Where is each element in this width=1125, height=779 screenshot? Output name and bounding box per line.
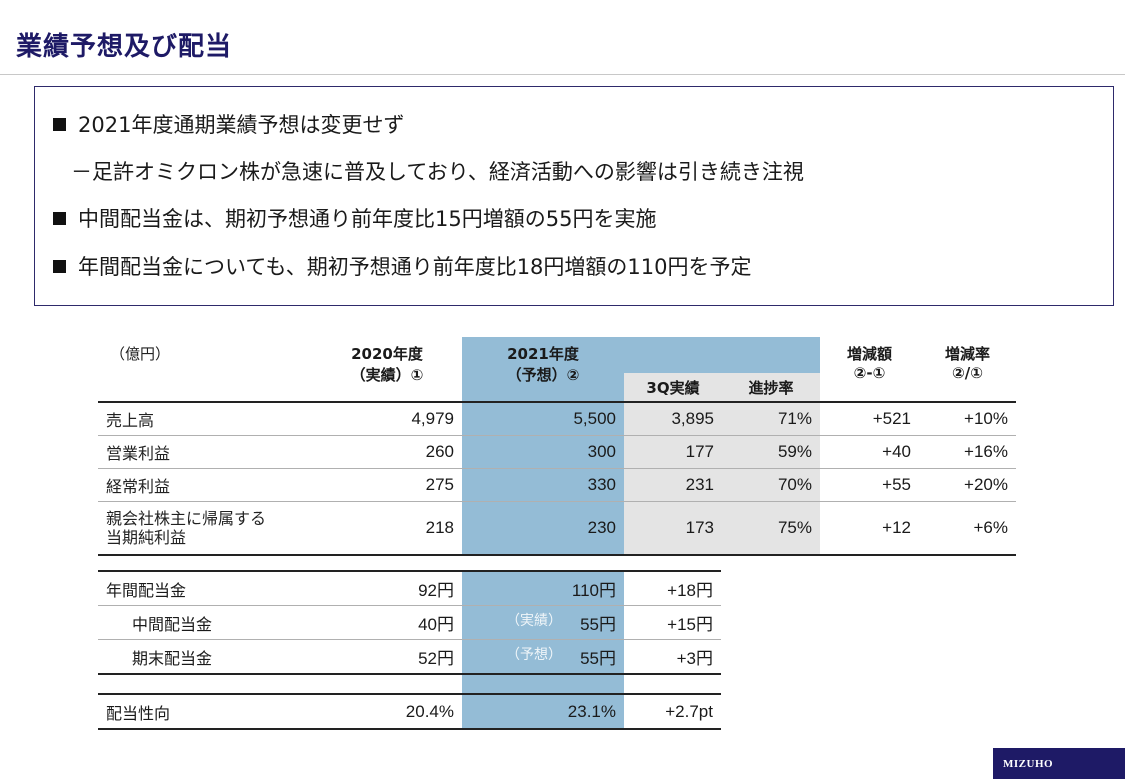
- unit-label: （億円）: [110, 345, 171, 363]
- row-label: 経常利益: [98, 468, 312, 502]
- square-bullet-icon: [53, 259, 66, 273]
- cell-fy2020: 52円: [312, 639, 462, 675]
- cell-fy2020: 275: [312, 468, 462, 502]
- cell-diff: +3円: [624, 639, 721, 675]
- table-row: 中間配当金 40円 （実績） 55円 +15円: [98, 605, 721, 640]
- row-label: 営業利益: [98, 435, 312, 469]
- cell-note: （予想）: [506, 646, 562, 662]
- header-q3-top: [624, 337, 722, 373]
- cell-diff: +40: [820, 435, 919, 469]
- table-row: 配当性向 20.4% 23.1% +2.7pt: [98, 693, 721, 730]
- message-text: 年間配当金についても、期初予想通り前年度比18円増額の110円を予定: [78, 255, 752, 279]
- table-row: 期末配当金 52円 （予想） 55円 +3円: [98, 639, 721, 675]
- cell-q3: 173: [624, 501, 722, 556]
- header-rate-line2: ②/①: [952, 364, 983, 382]
- cell-diff: +521: [820, 401, 919, 436]
- cell-progress: 71%: [722, 401, 820, 436]
- cell-progress: 70%: [722, 468, 820, 502]
- cell-fy2020: 92円: [312, 570, 462, 606]
- cell-fy2021: （予想） 55円: [462, 639, 624, 675]
- header-row: 3Q実績 進捗率: [98, 373, 1016, 402]
- cell-rate: +16%: [919, 435, 1016, 469]
- message-text: 2021年度通期業績予想は変更せず: [78, 113, 405, 137]
- table-row: 営業利益 260 300 177 59% +40 +16%: [98, 435, 1016, 469]
- message-text: 中間配当金は、期初予想通り前年度比15円増額の55円を実施: [78, 207, 657, 231]
- cell-q3: 3,895: [624, 401, 722, 436]
- cell-fy2020: 260: [312, 435, 462, 469]
- message-line: 年間配当金についても、期初予想通り前年度比18円増額の110円を予定: [53, 251, 752, 281]
- header-fy2021-line1: 2021年度: [507, 345, 579, 363]
- table-row: 親会社株主に帰属する 当期純利益 218 230 173 75% +12 +6%: [98, 501, 1016, 556]
- header-fy2020: 2020年度 （実績）①: [312, 337, 462, 402]
- cell-fy2021: 230: [462, 501, 624, 556]
- message-text: －足許オミクロン株が急速に普及しており、経済活動への影響は引き続き注視: [71, 160, 804, 184]
- cell-diff: +55: [820, 468, 919, 502]
- mizuho-logo: MIZUHO: [993, 748, 1125, 779]
- cell-rate: +6%: [919, 501, 1016, 556]
- table-row: 売上高 4,979 5,500 3,895 71% +521 +10%: [98, 401, 1016, 436]
- cell-diff: +18円: [624, 570, 721, 606]
- key-message-box: 2021年度通期業績予想は変更せず －足許オミクロン株が急速に普及しており、経済…: [34, 86, 1114, 306]
- header-fy2021-line2: （予想）②: [506, 366, 580, 384]
- cell-diff: +2.7pt: [624, 693, 721, 730]
- row-label: 年間配当金: [98, 570, 312, 606]
- square-bullet-icon: [53, 117, 66, 131]
- cell-fy2020: 40円: [312, 605, 462, 640]
- title-divider: [0, 74, 1125, 75]
- dividend-table: 年間配当金 92円 110円 +18円 中間配当金 40円 （実績） 55円 +…: [98, 570, 721, 730]
- table-spacer: [98, 674, 721, 694]
- cell-fy2021: 23.1%: [462, 693, 624, 730]
- cell-progress: 75%: [722, 501, 820, 556]
- table-row: 年間配当金 92円 110円 +18円: [98, 570, 721, 606]
- cell-fy2021-value: 55円: [580, 615, 616, 634]
- cell-fy2020: 20.4%: [312, 693, 462, 730]
- cell-fy2020: 4,979: [312, 401, 462, 436]
- message-line: －足許オミクロン株が急速に普及しており、経済活動への影響は引き続き注視: [71, 156, 804, 186]
- table-row: 経常利益 275 330 231 70% +55 +20%: [98, 468, 1016, 502]
- cell-fy2021: 330: [462, 468, 624, 502]
- row-label-line1: 親会社株主に帰属する: [106, 509, 267, 528]
- cell-fy2021: 110円: [462, 570, 624, 606]
- header-diff-line1: 増減額: [846, 345, 892, 363]
- header-fy2021: 2021年度 （予想）②: [462, 337, 624, 402]
- cell-fy2021: （実績） 55円: [462, 605, 624, 640]
- header-fy2020-line2: （実績）①: [350, 366, 424, 384]
- row-label: 中間配当金: [98, 605, 312, 640]
- cell-rate: +20%: [919, 468, 1016, 502]
- cell-rate: +10%: [919, 401, 1016, 436]
- message-line: 中間配当金は、期初予想通り前年度比15円増額の55円を実施: [53, 203, 656, 233]
- cell-q3: 231: [624, 468, 722, 502]
- header-diff-line2: ②-①: [853, 364, 886, 382]
- cell-q3: 177: [624, 435, 722, 469]
- cell-note: （実績）: [506, 612, 562, 628]
- results-table: （億円） 2020年度 （実績）① 2021年度 （予想）② 増減額 ②-① 増…: [98, 337, 1016, 556]
- row-label: 親会社株主に帰属する 当期純利益: [98, 501, 312, 556]
- header-progress-top: [722, 337, 820, 373]
- header-diff: 増減額 ②-①: [820, 337, 919, 402]
- cell-fy2021-value: 55円: [580, 649, 616, 668]
- square-bullet-icon: [53, 211, 66, 225]
- row-label: 売上高: [98, 401, 312, 436]
- cell-diff: +15円: [624, 605, 721, 640]
- page-title: 業績予想及び配当: [16, 32, 233, 62]
- header-q3-actual: 3Q実績: [624, 373, 722, 402]
- header-rate: 増減率 ②/①: [919, 337, 1016, 402]
- header-progress: 進捗率: [722, 373, 820, 402]
- message-line: 2021年度通期業績予想は変更せず: [53, 109, 404, 139]
- header-row: （億円） 2020年度 （実績）① 2021年度 （予想）② 増減額 ②-① 増…: [98, 337, 1016, 402]
- cell-progress: 59%: [722, 435, 820, 469]
- cell-fy2020: 218: [312, 501, 462, 556]
- row-label: 期末配当金: [98, 639, 312, 675]
- cell-fy2021-value: 110円: [571, 581, 616, 600]
- cell-diff: +12: [820, 501, 919, 556]
- cell-fy2021: 300: [462, 435, 624, 469]
- header-rate-line1: 増減率: [944, 345, 990, 363]
- cell-fy2021: 5,500: [462, 401, 624, 436]
- row-label-line2: 当期純利益: [106, 528, 187, 547]
- header-fy2020-line1: 2020年度: [351, 345, 423, 363]
- row-label: 配当性向: [98, 693, 312, 730]
